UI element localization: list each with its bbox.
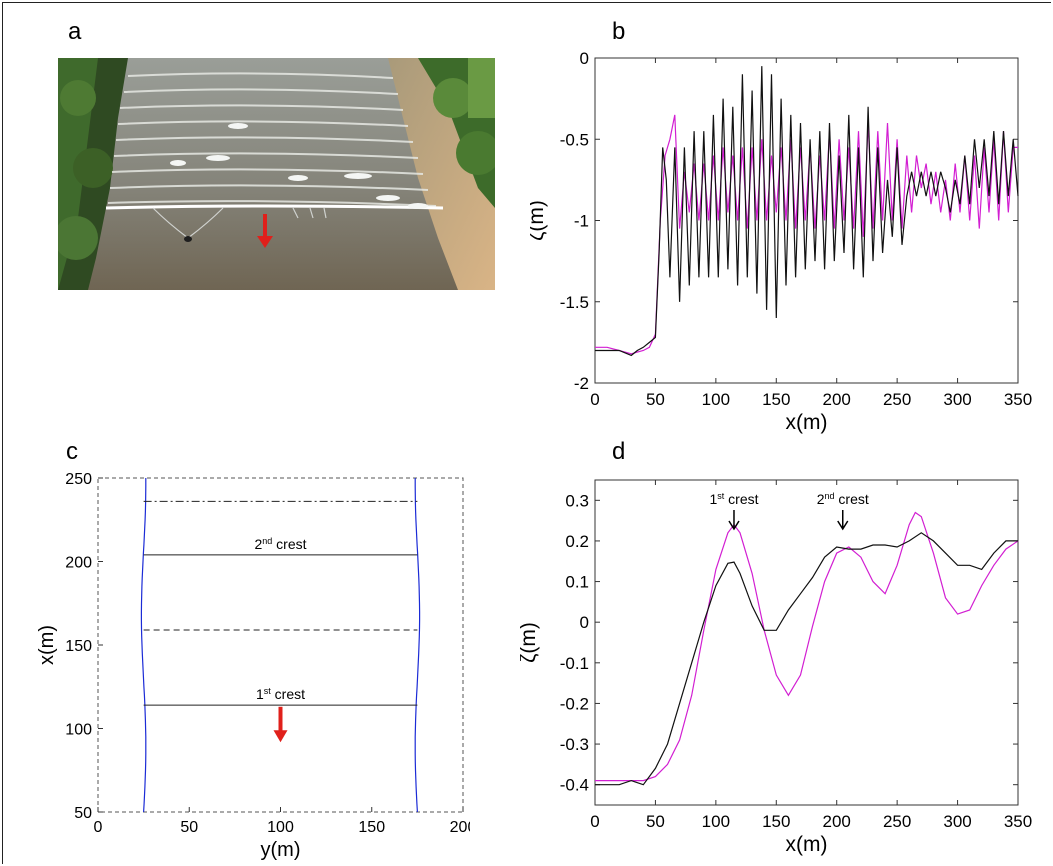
x-tick-label: 150 bbox=[762, 390, 790, 409]
y-tick-label: -0.5 bbox=[560, 130, 589, 149]
y-axis-label: ζ(m) bbox=[530, 200, 548, 241]
direction-arrow-head bbox=[273, 730, 288, 743]
x-tick-label: 250 bbox=[883, 390, 911, 409]
y-tick-label: -0.1 bbox=[560, 654, 589, 673]
x-tick-label: 0 bbox=[590, 812, 599, 831]
crest-annotation-1: 1st crest bbox=[709, 491, 759, 531]
series-line-0 bbox=[595, 532, 1018, 786]
y-tick-label: 0 bbox=[580, 613, 589, 632]
crest-annotation-2: 2nd crest bbox=[817, 491, 869, 531]
x-tick-label: 100 bbox=[267, 819, 294, 836]
y-tick-label: 0 bbox=[580, 49, 589, 68]
x-axis-label: x(m) bbox=[786, 833, 828, 856]
x-tick-label: 250 bbox=[883, 812, 911, 831]
crest-arrow-head bbox=[728, 520, 740, 531]
x-tick-label: 150 bbox=[762, 812, 790, 831]
crest-annotation-label: 1st crest bbox=[709, 491, 758, 507]
x-tick-label: 200 bbox=[450, 819, 470, 836]
bore-direction-arrow bbox=[257, 214, 273, 248]
x-tick-label: 150 bbox=[358, 819, 385, 836]
series-line-0 bbox=[595, 66, 1019, 357]
x-tick-label: 50 bbox=[646, 390, 665, 409]
y-tick-label: 100 bbox=[65, 722, 92, 739]
panel-label-d: d bbox=[612, 438, 626, 465]
crest-line-label: 2nd crest bbox=[254, 536, 306, 552]
y-tick-label: 0.1 bbox=[565, 573, 589, 592]
y-tick-label: 200 bbox=[65, 555, 92, 572]
x-tick-label: 50 bbox=[180, 819, 198, 836]
x-tick-label: 300 bbox=[943, 390, 971, 409]
x-tick-label: 100 bbox=[702, 390, 730, 409]
y-axis-label: x(m) bbox=[36, 625, 58, 665]
y-axis-label: ζ(m) bbox=[520, 622, 540, 663]
x-axis-label: y(m) bbox=[261, 839, 301, 861]
chart-b: 0 50 100 150 200 250 300 350 -2 -1.5 -1 -0.5 0 x(m) ζ(… bbox=[530, 49, 1032, 434]
crest-annotation-label: 2nd crest bbox=[817, 491, 869, 507]
y-tick-label: -1 bbox=[574, 212, 589, 231]
y-tick-label: -1.5 bbox=[560, 293, 589, 312]
y-tick-label: 0.3 bbox=[565, 491, 589, 510]
x-tick-label: 200 bbox=[823, 812, 851, 831]
right-bank-line bbox=[414, 478, 421, 813]
river-bore-photo bbox=[58, 58, 495, 290]
y-tick-label: 0.2 bbox=[565, 532, 589, 551]
left-bank-line bbox=[140, 478, 147, 813]
crest-arrow-head bbox=[837, 520, 849, 531]
y-tick-label: 150 bbox=[65, 638, 92, 655]
plot-area bbox=[97, 477, 464, 813]
chart-d: 0 50 100 150 200 250 300 350 -0.4 -0.3 -0.2 -0.1 0 0.… bbox=[520, 479, 1032, 856]
x-tick-label: 300 bbox=[943, 812, 971, 831]
series-line-1 bbox=[595, 511, 1019, 782]
y-tick-label: 50 bbox=[74, 805, 92, 822]
y-tick-label: -2 bbox=[574, 374, 589, 393]
panel-label-b: b bbox=[612, 18, 626, 45]
x-tick-label: 0 bbox=[590, 390, 599, 409]
x-tick-label: 200 bbox=[823, 390, 851, 409]
x-tick-label: 350 bbox=[1004, 812, 1032, 831]
panel-label-a: a bbox=[68, 18, 82, 45]
x-tick-label: 50 bbox=[646, 812, 665, 831]
y-tick-label: -0.2 bbox=[560, 694, 589, 713]
x-tick-label: 100 bbox=[702, 812, 730, 831]
panel-label-c: c bbox=[66, 438, 78, 465]
chart-c: 05010015020050100150200250y(m)x(m)1st cr… bbox=[36, 471, 470, 861]
y-tick-label: -0.4 bbox=[560, 776, 589, 795]
y-tick-label: 250 bbox=[65, 471, 92, 488]
x-axis-label: x(m) bbox=[786, 411, 828, 434]
plot-area bbox=[594, 57, 1019, 384]
river-bore-photo-image bbox=[58, 58, 495, 290]
plot-area bbox=[594, 479, 1019, 806]
x-tick-label: 350 bbox=[1004, 390, 1032, 409]
crest-line-label: 1st crest bbox=[256, 686, 305, 702]
x-tick-label: 0 bbox=[94, 819, 103, 836]
y-tick-label: -0.3 bbox=[560, 735, 589, 754]
